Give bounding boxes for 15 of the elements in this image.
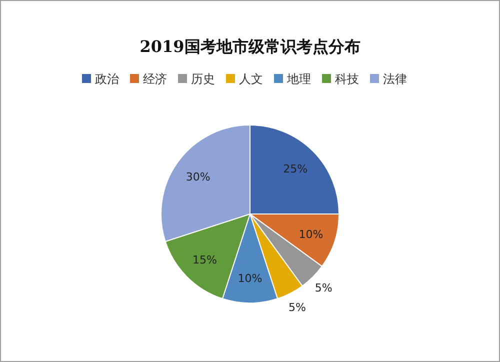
data-label: 30% — [186, 170, 210, 184]
legend-label: 政治 — [95, 72, 119, 86]
legend-label: 地理 — [286, 72, 311, 86]
legend-label: 人文 — [239, 72, 263, 86]
data-label: 5% — [314, 282, 332, 295]
legend-label: 科技 — [335, 72, 359, 86]
data-label: 5% — [288, 300, 306, 314]
chart-title: 2019国考地市级常识考点分布 — [140, 37, 360, 56]
data-label: 10% — [298, 228, 324, 241]
legend-label: 法律 — [383, 72, 407, 86]
legend-label: 经济 — [143, 72, 167, 86]
data-label: 25% — [283, 162, 308, 176]
data-label: 10% — [238, 272, 262, 286]
data-label: 15% — [192, 253, 217, 266]
legend-label: 历史 — [191, 72, 215, 86]
